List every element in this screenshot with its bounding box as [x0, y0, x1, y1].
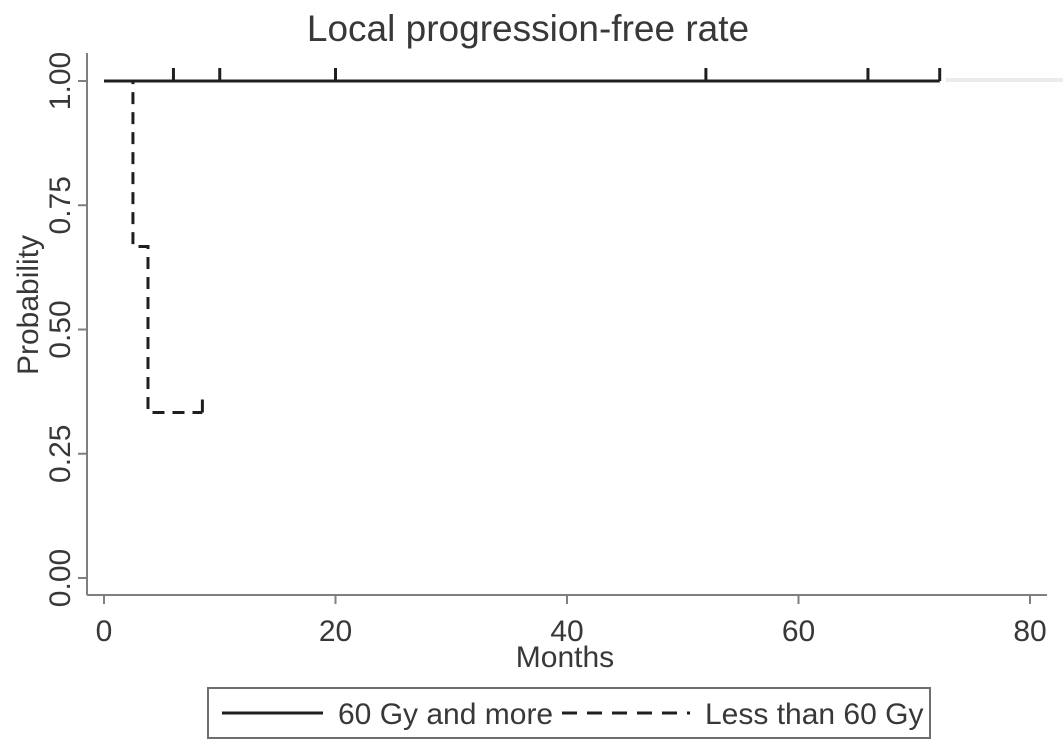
y-axis-ticks: 0.00 0.25 0.50 0.75 1.00	[44, 52, 87, 607]
x-axis-tick-label: 20	[319, 615, 352, 648]
series-curves	[104, 68, 942, 414]
y-axis-tick-label: 0.25	[44, 425, 77, 483]
y-axis-label: Probability	[12, 235, 45, 375]
y-axis-tick-label: 1.00	[44, 52, 77, 110]
y-axis-tick-label: 0.00	[44, 549, 77, 607]
legend: 60 Gy and more Less than 60 Gy	[207, 687, 931, 739]
y-axis-tick-label: 0.75	[44, 176, 77, 234]
legend-label-less-than-60gy: Less than 60 Gy	[705, 698, 923, 731]
x-axis-tick-label: 0	[96, 615, 113, 648]
x-axis-tick-label: 40	[550, 615, 583, 648]
x-axis-label: Months	[516, 641, 614, 674]
y-axis-tick-label: 0.50	[44, 300, 77, 358]
x-axis-tick-label: 60	[782, 615, 815, 648]
chart-title: Local progression-free rate	[307, 8, 749, 49]
series-dashed-line	[104, 79, 203, 414]
x-axis-tick-label: 80	[1013, 615, 1046, 648]
x-axis-ticks: 0 20 40 60 80	[96, 595, 1047, 648]
legend-label-60gy-and-more: 60 Gy and more	[338, 698, 553, 731]
